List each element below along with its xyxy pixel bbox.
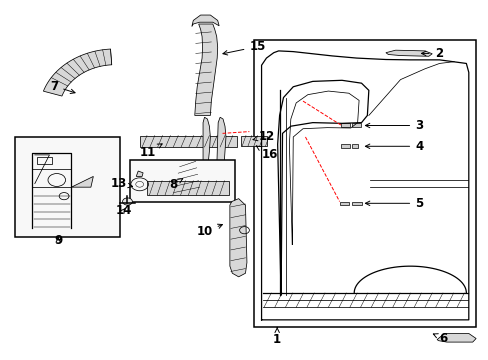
Text: 16: 16 bbox=[256, 146, 277, 161]
Text: 15: 15 bbox=[223, 40, 265, 55]
Text: 14: 14 bbox=[115, 204, 131, 217]
Bar bbox=[351, 144, 357, 148]
Bar bbox=[254, 40, 475, 327]
Text: 13: 13 bbox=[110, 177, 132, 190]
Text: 12: 12 bbox=[253, 130, 275, 143]
Bar bbox=[240, 135, 267, 146]
Polygon shape bbox=[172, 166, 200, 194]
Text: 8: 8 bbox=[169, 178, 183, 191]
Text: 9: 9 bbox=[54, 234, 62, 247]
Bar bbox=[351, 202, 361, 205]
Polygon shape bbox=[229, 199, 246, 277]
Text: 7: 7 bbox=[50, 80, 75, 94]
Polygon shape bbox=[200, 176, 228, 192]
Polygon shape bbox=[43, 49, 112, 96]
Text: 4: 4 bbox=[365, 140, 423, 153]
Polygon shape bbox=[71, 176, 93, 187]
Bar bbox=[37, 157, 52, 164]
Polygon shape bbox=[436, 333, 475, 342]
Bar bbox=[130, 160, 234, 202]
Polygon shape bbox=[203, 117, 225, 180]
Bar bbox=[339, 202, 348, 205]
Bar bbox=[340, 144, 349, 148]
Text: 10: 10 bbox=[196, 224, 222, 238]
Text: 5: 5 bbox=[365, 197, 423, 210]
Bar bbox=[340, 123, 349, 127]
Bar bbox=[15, 137, 120, 237]
Polygon shape bbox=[136, 171, 143, 176]
Text: 11: 11 bbox=[139, 144, 162, 158]
Text: 1: 1 bbox=[273, 328, 281, 346]
Text: 2: 2 bbox=[421, 47, 442, 60]
Text: 6: 6 bbox=[432, 332, 447, 345]
Text: 3: 3 bbox=[365, 119, 423, 132]
Bar bbox=[147, 181, 228, 195]
Polygon shape bbox=[385, 50, 431, 56]
Circle shape bbox=[122, 198, 132, 205]
Bar bbox=[351, 123, 360, 127]
Polygon shape bbox=[191, 15, 219, 27]
Bar bbox=[140, 135, 237, 147]
Polygon shape bbox=[194, 24, 217, 116]
